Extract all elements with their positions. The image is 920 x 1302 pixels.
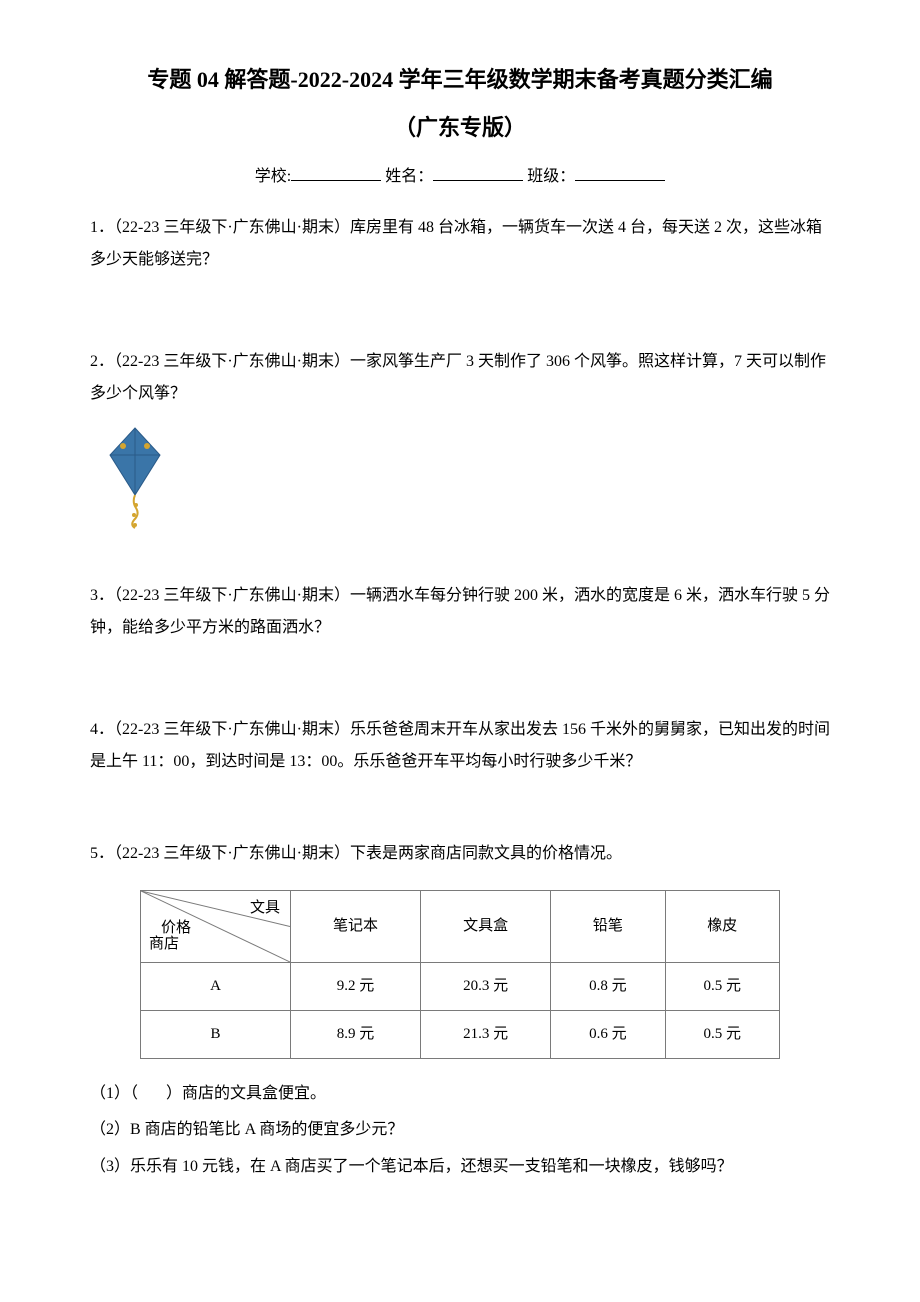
class-blank <box>575 163 665 181</box>
diagonal-header-cell: 文具 价格 商店 <box>141 890 291 962</box>
school-blank <box>291 163 381 181</box>
main-title: 专题 04 解答题-2022-2024 学年三年级数学期末备考真题分类汇编 <box>90 60 830 100</box>
price-cell: 21.3 元 <box>421 1010 551 1058</box>
price-table: 文具 价格 商店 笔记本 文具盒 铅笔 橡皮 A 9.2 元 20.3 元 0.… <box>140 890 780 1059</box>
kite-image <box>90 420 180 530</box>
price-cell: 0.8 元 <box>551 962 665 1010</box>
sq1-prefix: （1）（ <box>90 1085 138 1102</box>
diag-label-bot: 商店 <box>149 931 179 958</box>
price-cell: 0.5 元 <box>665 962 779 1010</box>
sub-question-1: （1）（ ）商店的文具盒便宜。 <box>90 1079 830 1109</box>
price-cell: 20.3 元 <box>421 962 551 1010</box>
price-cell: 0.6 元 <box>551 1010 665 1058</box>
price-table-container: 文具 价格 商店 笔记本 文具盒 铅笔 橡皮 A 9.2 元 20.3 元 0.… <box>140 890 780 1059</box>
table-row: A 9.2 元 20.3 元 0.8 元 0.5 元 <box>141 962 780 1010</box>
sub-question-3: （3）乐乐有 10 元钱，在 A 商店买了一个笔记本后，还想买一支铅笔和一块橡皮… <box>90 1152 830 1182</box>
price-cell: 9.2 元 <box>291 962 421 1010</box>
store-cell: B <box>141 1010 291 1058</box>
store-cell: A <box>141 962 291 1010</box>
school-label: 学校: <box>255 168 291 185</box>
sq1-suffix: ）商店的文具盒便宜。 <box>166 1085 326 1102</box>
table-row: B 8.9 元 21.3 元 0.6 元 0.5 元 <box>141 1010 780 1058</box>
class-label: 班级： <box>527 168 575 185</box>
name-label: 姓名： <box>385 168 433 185</box>
question-5: 5．（22-23 三年级下·广东佛山·期末）下表是两家商店同款文具的价格情况。 <box>90 838 830 870</box>
sub-questions: （1）（ ）商店的文具盒便宜。 （2）B 商店的铅笔比 A 商场的便宜多少元？ （… <box>90 1079 830 1182</box>
price-cell: 0.5 元 <box>665 1010 779 1058</box>
col-header: 文具盒 <box>421 890 551 962</box>
question-4: 4．（22-23 三年级下·广东佛山·期末）乐乐爸爸周末开车从家出发去 156 … <box>90 714 830 778</box>
col-header: 笔记本 <box>291 890 421 962</box>
sub-question-2: （2）B 商店的铅笔比 A 商场的便宜多少元？ <box>90 1115 830 1145</box>
subtitle: （广东专版） <box>90 108 830 148</box>
form-line: 学校: 姓名： 班级： <box>90 163 830 192</box>
question-3: 3．（22-23 三年级下·广东佛山·期末）一辆洒水车每分钟行驶 200 米，洒… <box>90 580 830 644</box>
question-1: 1．（22-23 三年级下·广东佛山·期末）库房里有 48 台冰箱，一辆货车一次… <box>90 212 830 276</box>
table-header-row: 文具 价格 商店 笔记本 文具盒 铅笔 橡皮 <box>141 890 780 962</box>
col-header: 橡皮 <box>665 890 779 962</box>
col-header: 铅笔 <box>551 890 665 962</box>
price-cell: 8.9 元 <box>291 1010 421 1058</box>
name-blank <box>433 163 523 181</box>
question-2: 2．（22-23 三年级下·广东佛山·期末）一家风筝生产厂 3 天制作了 306… <box>90 346 830 410</box>
diag-label-top: 文具 <box>250 895 280 922</box>
